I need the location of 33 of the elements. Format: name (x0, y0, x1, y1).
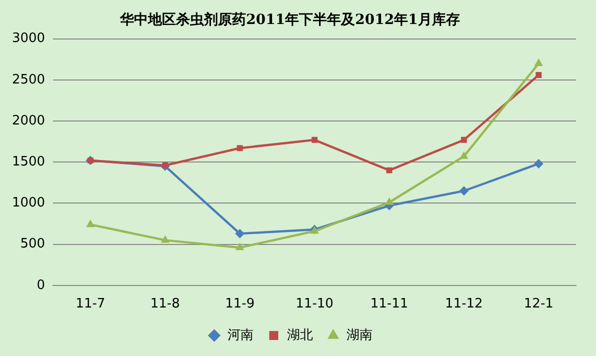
legend-label: 河南 (227, 328, 254, 343)
point (86, 220, 94, 228)
point (459, 186, 468, 196)
point (385, 198, 394, 205)
x-tick-label: 11-9 (225, 296, 255, 312)
point (534, 159, 544, 168)
x-tick-label: 11-10 (296, 296, 334, 312)
point (236, 243, 244, 250)
point (386, 167, 392, 174)
x-tick-label: 11-11 (370, 296, 408, 312)
y-tick-label: 1000 (12, 196, 46, 211)
point (460, 136, 467, 143)
chart-title: 华中地区杀虫剂原药2011年下半年及2012年1月库存 (119, 11, 460, 28)
x-tick-label: 11-8 (150, 296, 180, 312)
y-tick-label: 1500 (12, 154, 46, 170)
point (162, 162, 168, 168)
y-tick-label: 3000 (12, 31, 46, 46)
point (536, 72, 542, 78)
x-tick-label: 11-12 (445, 296, 483, 312)
point (235, 229, 244, 238)
point (161, 236, 170, 243)
point (534, 58, 543, 66)
y-tick-label: 500 (20, 236, 46, 252)
point (312, 136, 318, 143)
legend-label: 湖北 (286, 328, 313, 343)
y-tick-label: 0 (36, 278, 46, 293)
point (236, 145, 243, 152)
y-tick-label: 2500 (12, 72, 46, 88)
legend-label: 湖南 (346, 328, 372, 343)
point (460, 152, 468, 159)
x-tick-label: 11-7 (76, 296, 106, 312)
y-tick-label: 2000 (12, 113, 46, 128)
x-tick-label: 12-1 (524, 296, 554, 312)
